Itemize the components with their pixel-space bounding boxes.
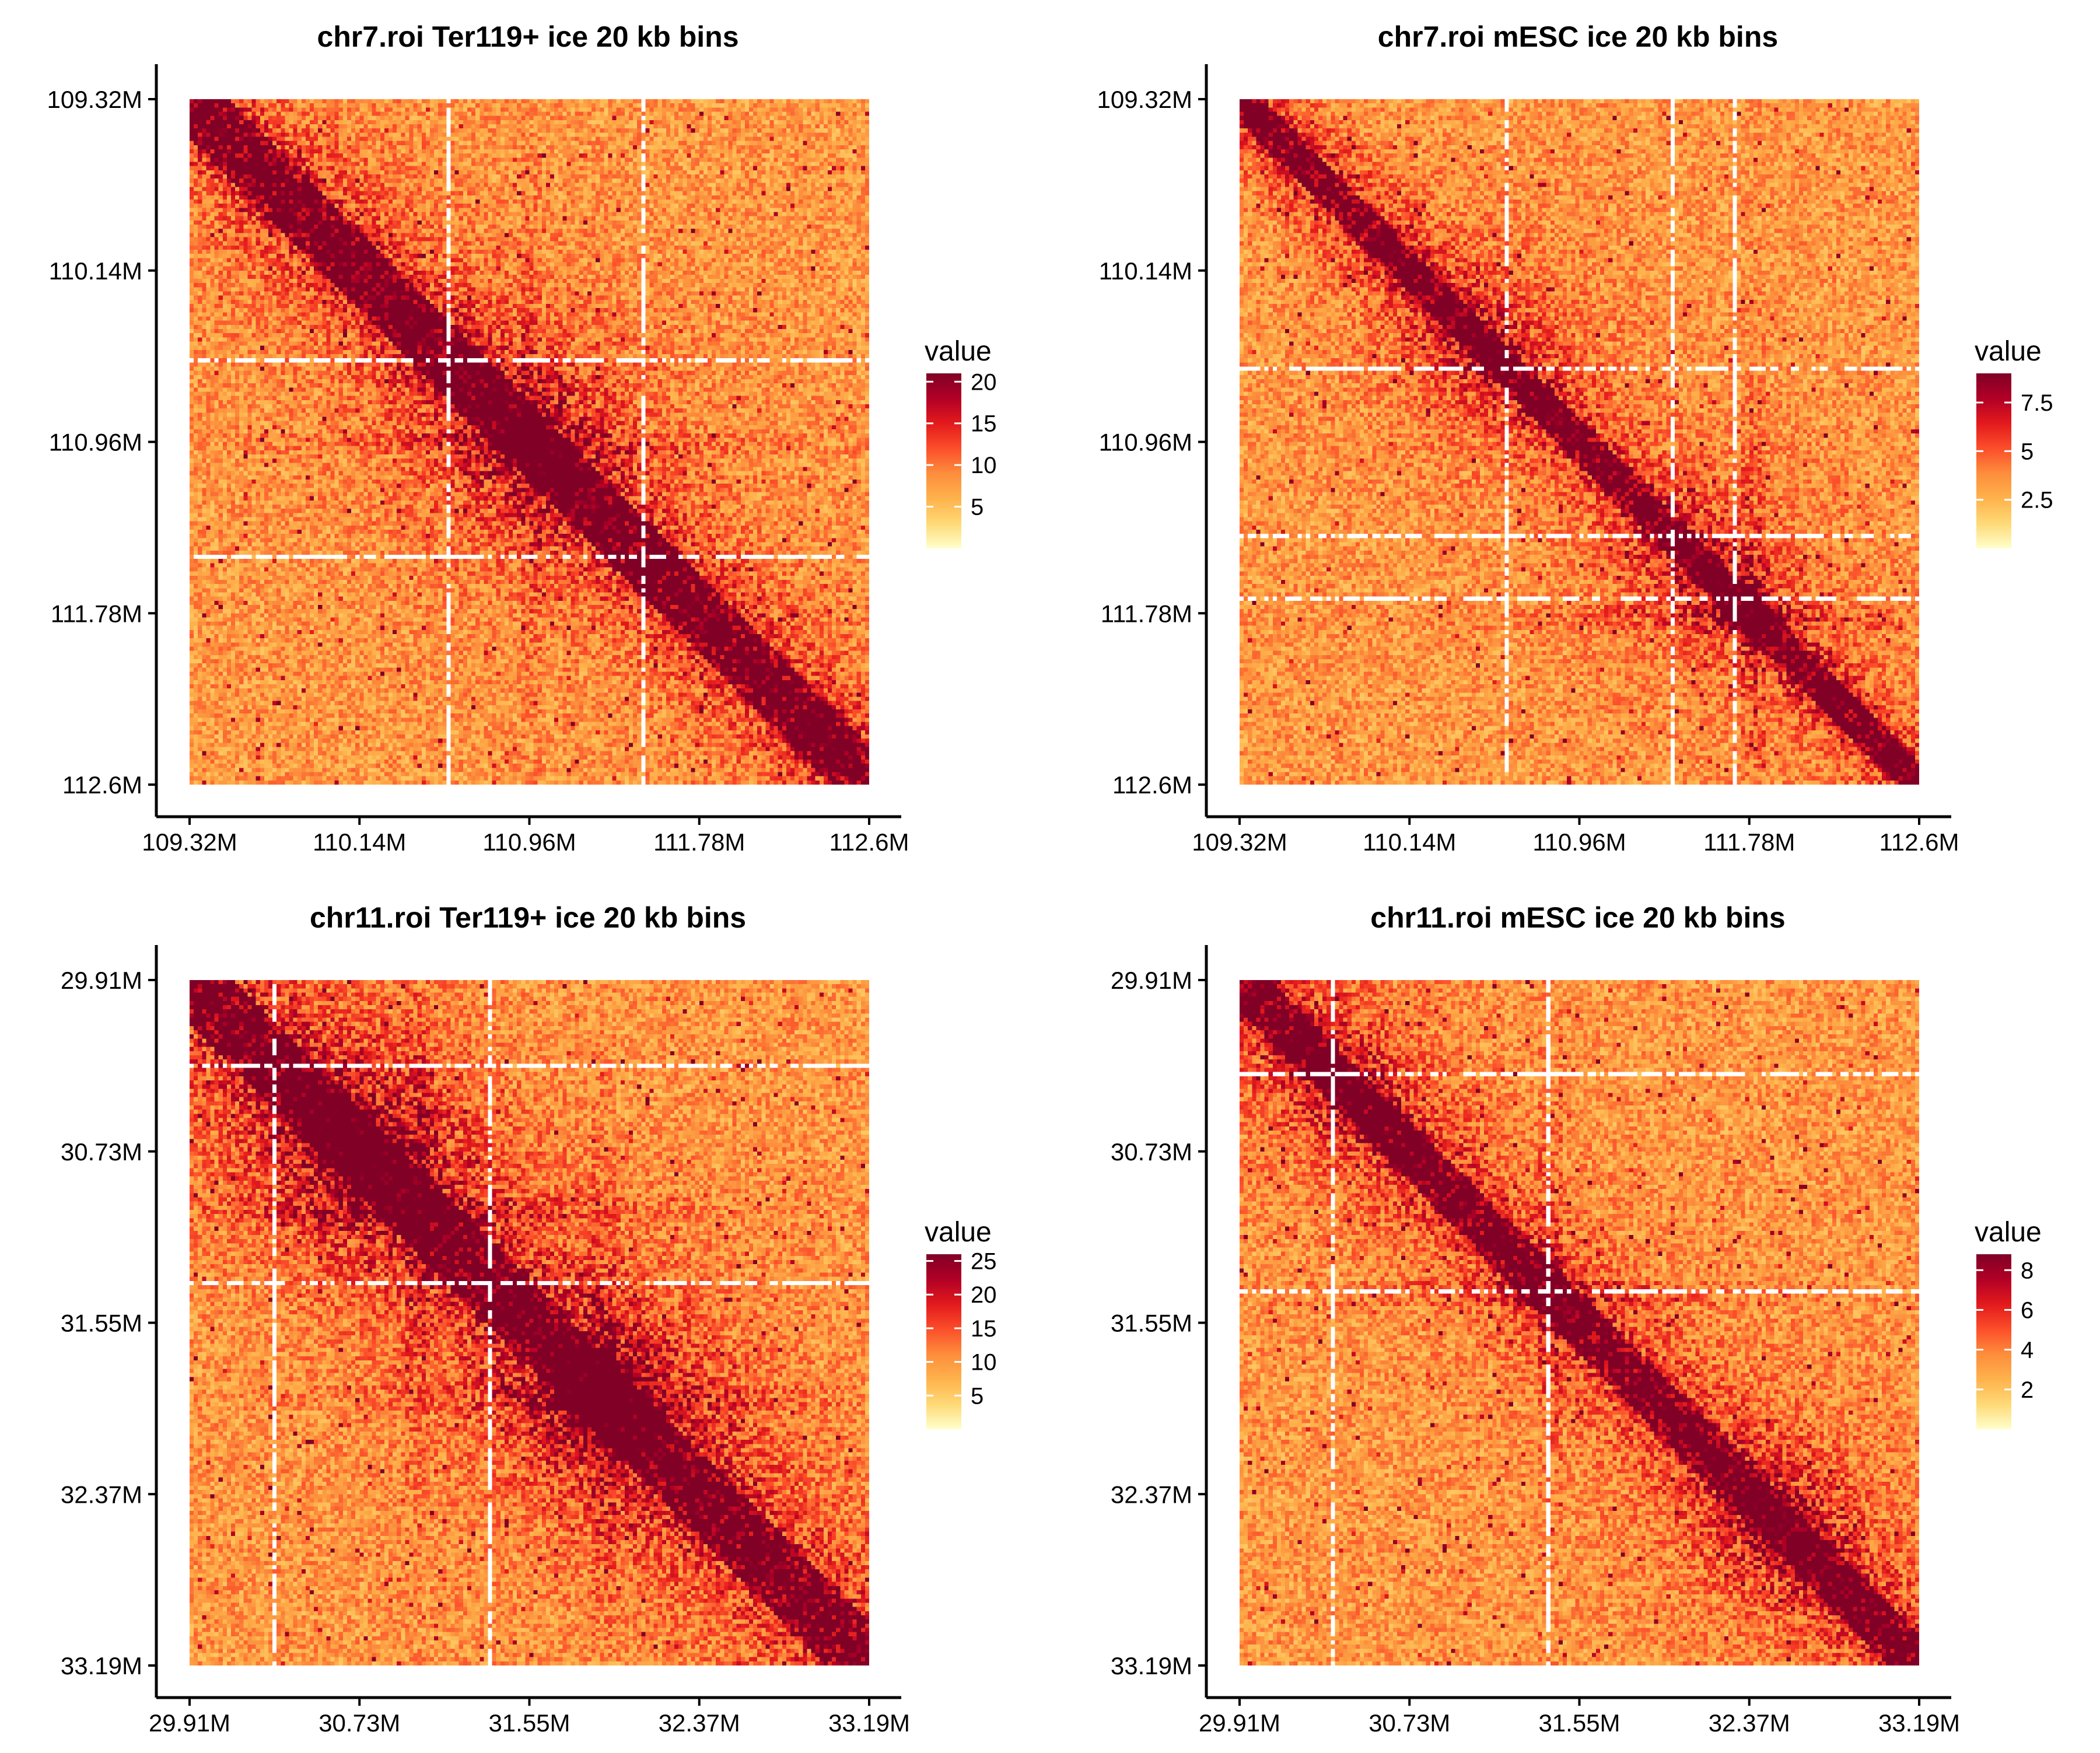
y-tick-label: 109.32M [1097,86,1192,113]
legend-colorbar [926,373,961,548]
legend-tick-label: 7.5 [2021,390,2053,416]
x-tick-label: 112.6M [830,828,909,856]
x-tick-label: 110.96M [1532,828,1626,856]
y-tick-label: 32.37M [61,1481,142,1508]
x-tick-label: 32.37M [1709,1709,1790,1737]
panel-title: chr11.roi Ter119+ ice 20 kb bins [310,901,746,934]
legend-title: value [1975,336,2042,367]
legend-tick-label: 5 [971,495,984,520]
x-tick-label: 33.19M [828,1709,910,1737]
y-tick-label: 31.55M [61,1310,142,1337]
legend-tick-label: 6 [2021,1297,2034,1323]
x-tick-label: 30.73M [1368,1709,1450,1737]
heatmap-cells [190,99,869,785]
legend-tick-label: 5 [2021,439,2034,464]
panel-title: chr7.roi Ter119+ ice 20 kb bins [317,20,738,53]
x-tick-label: 112.6M [1880,828,1959,856]
legend-colorbar [926,1254,961,1429]
legend-tick-label: 25 [971,1249,997,1275]
y-tick-label: 30.73M [61,1138,142,1166]
y-tick-label: 30.73M [1111,1138,1192,1166]
y-tick-label: 29.91M [1111,967,1192,994]
legend-title: value [1975,1217,2042,1248]
legend-tick-label: 15 [971,411,997,437]
x-tick-label: 110.14M [313,828,406,856]
y-tick-label: 109.32M [47,86,142,113]
y-tick-label: 33.19M [1111,1652,1192,1679]
y-tick-label: 110.96M [49,429,142,456]
legend-tick-label: 8 [2021,1258,2034,1283]
legend-tick-label: 20 [971,1282,997,1308]
x-tick-label: 30.73M [318,1709,400,1737]
heatmap-panel-3: chr11.roi Ter119+ ice 20 kb bins 29.91M 30… [61,901,997,1737]
legend-tick-label: 10 [971,453,997,478]
legend-tick-label: 20 [971,369,997,395]
legend-tick-label: 2.5 [2021,488,2053,513]
heatmap-cells [1240,980,1919,1665]
x-tick-label: 31.55M [488,1709,570,1737]
heatmap-cells [190,980,869,1665]
legend-colorbar [1976,373,2011,548]
x-tick-label: 33.19M [1878,1709,1960,1737]
y-tick-label: 111.78M [51,600,142,627]
y-tick-label: 32.37M [1111,1481,1192,1508]
x-tick-label: 110.96M [482,828,576,856]
y-tick-label: 110.14M [1099,257,1192,285]
y-tick-label: 110.96M [1099,429,1192,456]
x-tick-label: 31.55M [1538,1709,1620,1737]
legend-title: value [925,1217,992,1248]
panel-title: chr11.roi mESC ice 20 kb bins [1370,901,1785,934]
x-tick-label: 109.32M [142,828,237,856]
legend-tick-label: 15 [971,1316,997,1342]
legend-tick-label: 4 [2021,1338,2034,1363]
y-tick-label: 33.19M [61,1652,142,1679]
y-tick-label: 112.6M [62,771,142,799]
y-tick-label: 31.55M [1111,1310,1192,1337]
x-tick-label: 111.78M [653,828,745,856]
x-tick-label: 29.91M [1199,1709,1280,1737]
y-tick-label: 111.78M [1101,600,1192,627]
legend-tick-label: 2 [2021,1377,2034,1403]
y-tick-label: 29.91M [61,967,142,994]
y-tick-label: 110.14M [49,257,142,285]
legend-title: value [925,336,992,367]
legend-tick-label: 10 [971,1350,997,1376]
heatmap-cells [1240,99,1919,785]
panel-title: chr7.roi mESC ice 20 kb bins [1378,20,1778,53]
x-tick-label: 29.91M [149,1709,230,1737]
y-tick-label: 112.6M [1112,771,1192,799]
legend-colorbar [1976,1254,2011,1429]
x-tick-label: 110.14M [1363,828,1456,856]
x-tick-label: 111.78M [1703,828,1795,856]
legend-tick-label: 5 [971,1383,984,1409]
heatmap-panel-1: chr7.roi Ter119+ ice 20 kb bins 109.32M 11… [47,20,997,856]
heatmap-panel-2: chr7.roi mESC ice 20 kb bins 109.32M 110.1… [1097,20,2053,856]
heatmap-panel-4: chr11.roi mESC ice 20 kb bins 29.91M 30.73… [1111,901,2042,1737]
x-tick-label: 32.37M [659,1709,740,1737]
x-tick-label: 109.32M [1192,828,1287,856]
